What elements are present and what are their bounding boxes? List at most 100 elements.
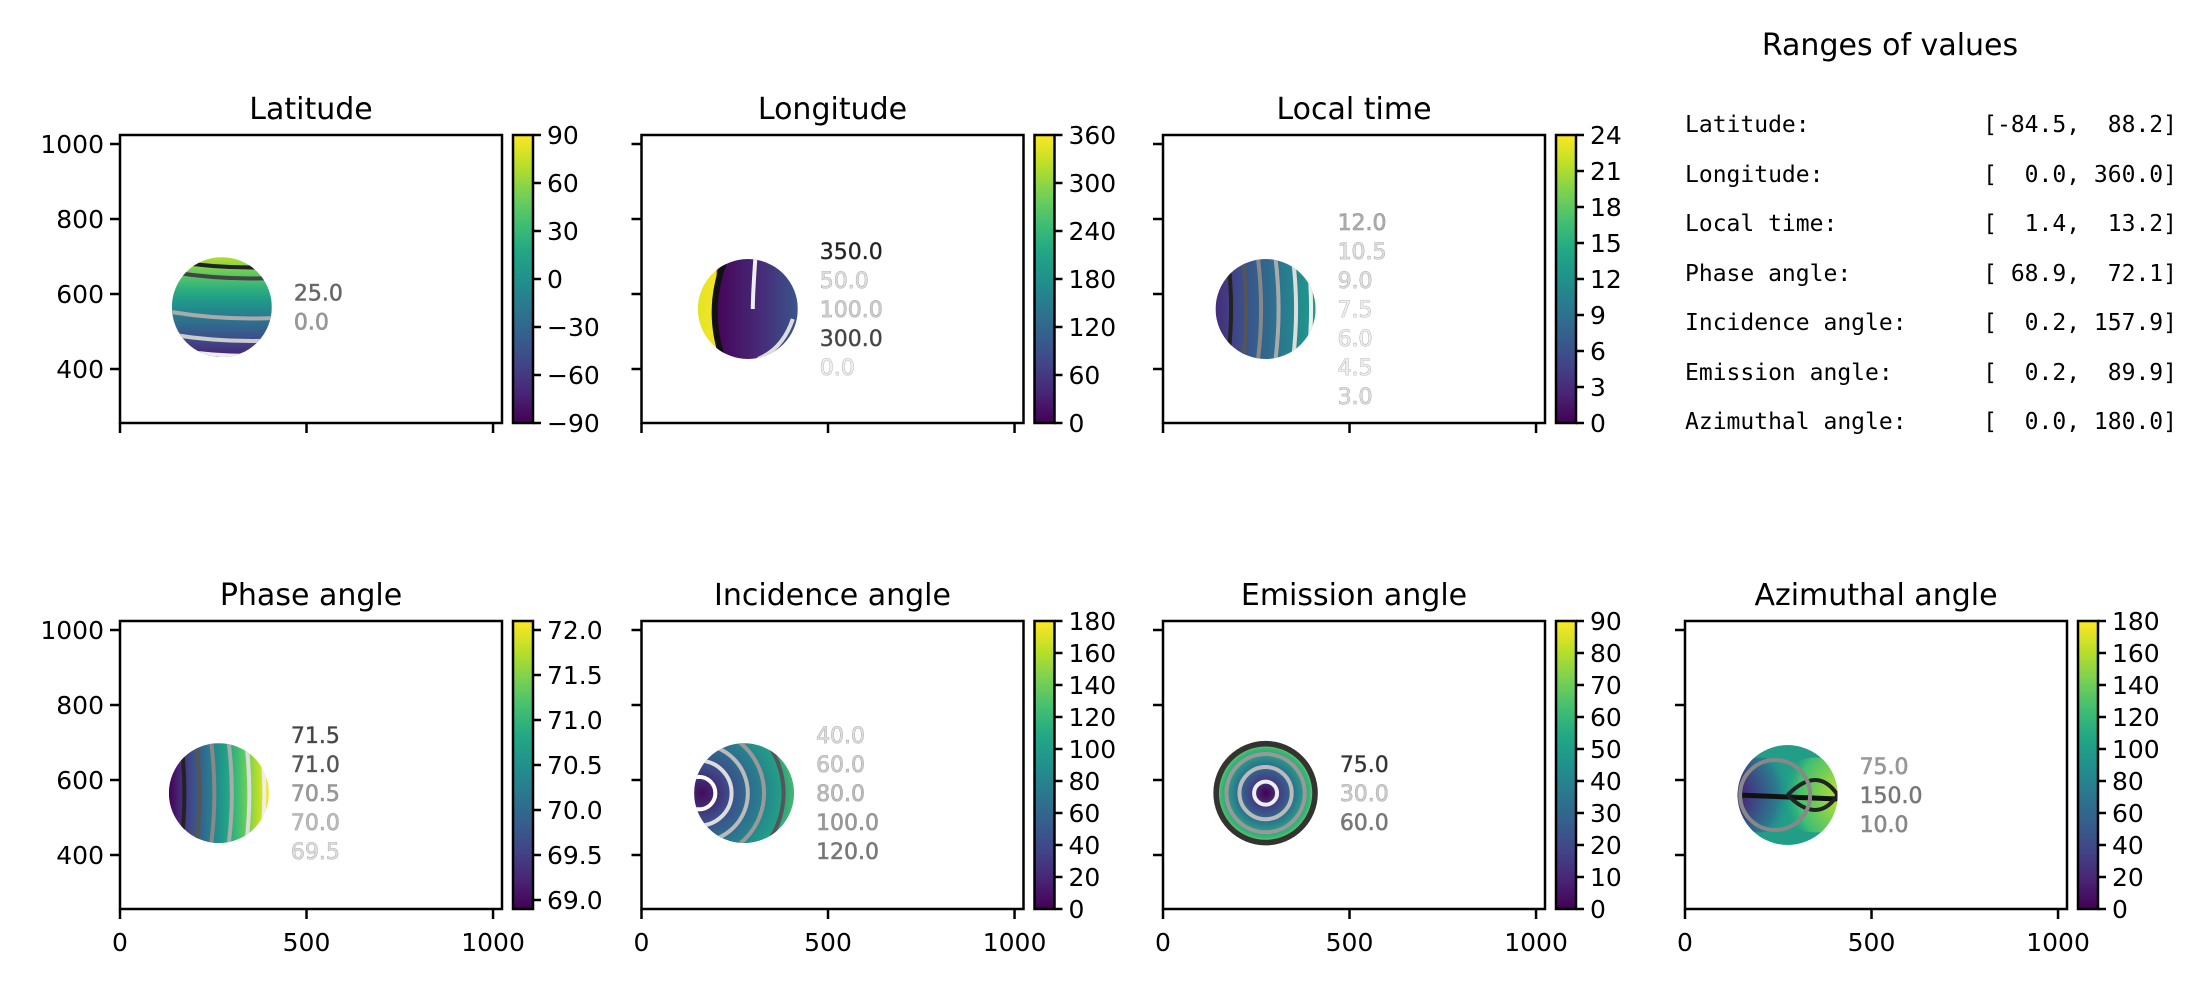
axes-frame	[118, 133, 504, 425]
y-tick-label: 400	[56, 841, 104, 870]
range-label: Longitude:	[1685, 161, 1824, 188]
contour-label: 12.0	[1338, 211, 1387, 236]
colorbar-tick-label: 20	[1590, 831, 1622, 860]
contour-label: 150.0	[1860, 784, 1923, 809]
colorbar-tick-label: 160	[1069, 639, 1117, 668]
panel-latitude: Latitude 25.0 0.0 400 600 800 1000 −90 −60 −30 0 30…	[40, 92, 599, 438]
colorbar-tick-label: 71.5	[547, 661, 603, 690]
colorbar	[1033, 133, 1056, 425]
range-value: [ 1.4, 13.2]	[1983, 211, 2177, 237]
y-tick-label: 600	[56, 766, 104, 795]
y-tick-label: 800	[56, 691, 104, 720]
range-row-emission-angle: Emission angle: [ 0.2, 89.9]	[1685, 360, 2185, 410]
contour-label: 10.0	[1860, 813, 1909, 838]
contour-label: 60.0	[816, 753, 865, 778]
colorbar-tick-label: 70.5	[547, 751, 603, 780]
range-value: [-84.5, 88.2]	[1983, 112, 2177, 138]
colorbar-tick-label: 9	[1590, 301, 1606, 330]
x-tick-label: 500	[1326, 928, 1374, 957]
colorbar-tick-label: 30	[1590, 799, 1622, 828]
range-value: [ 0.2, 157.9]	[1983, 310, 2177, 336]
colorbar	[511, 133, 535, 425]
colorbar-tick-label: 80	[1590, 639, 1622, 668]
range-value: [ 0.0, 180.0]	[1983, 409, 2177, 435]
range-row-azimuthal-angle: Azimuthal angle: [ 0.0, 180.0]	[1685, 409, 2185, 459]
colorbar-tick-label: 0	[1069, 895, 1085, 924]
range-label: Phase angle:	[1685, 260, 1852, 287]
contour-label: 25.0	[294, 282, 343, 307]
colorbar	[1554, 619, 1578, 911]
colorbar-tick-label: 60	[1069, 361, 1101, 390]
panel-title: Phase angle	[220, 578, 402, 613]
x-tick-label: 1000	[2026, 928, 2090, 957]
range-row-incidence-angle: Incidence angle: [ 0.2, 157.9]	[1685, 310, 2185, 360]
panel-local-time: Local time 12.0 10.5 9.0 7.5 6.0 4.5 3.0 0 3 6 9 12 1…	[1153, 92, 1622, 438]
contour-label: 120.0	[816, 840, 879, 865]
colorbar-tick-label: 180	[2112, 607, 2160, 636]
contour-label: 50.0	[820, 269, 869, 294]
colorbar-tick-label: 180	[1069, 607, 1117, 636]
panel-title: Incidence angle	[714, 578, 951, 613]
colorbar	[1033, 619, 1056, 911]
range-value: [ 0.0, 360.0]	[1983, 161, 2177, 188]
colorbar-tick-label: 0	[1590, 409, 1606, 438]
colorbar-tick-label: 69.5	[547, 841, 603, 870]
axes-frame	[1161, 619, 1547, 911]
axes-frame	[118, 619, 504, 911]
colorbar-tick-label: 140	[1069, 671, 1117, 700]
contour-label: 10.5	[1338, 240, 1387, 265]
colorbar-tick-label: 18	[1590, 193, 1622, 222]
ranges-list: Latitude: [-84.5, 88.2] Longitude: [ 0.0…	[1685, 112, 2185, 459]
contour-label: 100.0	[816, 811, 879, 836]
range-row-local-time: Local time: [ 1.4, 13.2]	[1685, 211, 2185, 261]
x-tick-label: 1000	[983, 928, 1047, 957]
ranges-panel-title: Ranges of values	[1761, 28, 2019, 63]
contour-label: 40.0	[816, 724, 865, 749]
x-tick-label: 0	[112, 928, 128, 957]
y-tick-label: 400	[56, 355, 104, 384]
contour-label: 75.0	[1340, 753, 1389, 778]
x-tick-label: 0	[634, 928, 650, 957]
x-tick-label: 500	[283, 928, 331, 957]
contour-label: 71.5	[291, 724, 340, 749]
colorbar-tick-label: 300	[1069, 169, 1117, 198]
range-label: Incidence angle:	[1685, 310, 1907, 336]
colorbar-tick-label: 10	[1590, 863, 1622, 892]
colorbar-tick-label: 60	[1069, 799, 1101, 828]
y-tick-label: 600	[56, 280, 104, 309]
colorbar	[1554, 133, 1578, 425]
contour-label: 69.5	[291, 840, 340, 865]
contour-label: 71.0	[291, 753, 340, 778]
colorbar-tick-label: 0	[2112, 895, 2128, 924]
panel-azimuthal-angle: Azimuthal angle 75.0 150.0 10.0 0 500 1000 0 20 4…	[1675, 578, 2160, 957]
range-row-longitude: Longitude: [ 0.0, 360.0]	[1685, 162, 2185, 212]
colorbar-tick-label: 100	[1069, 735, 1117, 764]
colorbar-tick-label: 120	[1069, 313, 1117, 342]
x-tick-label: 1000	[461, 928, 525, 957]
colorbar-tick-label: 12	[1590, 265, 1622, 294]
colorbar-tick-label: 40	[2112, 831, 2144, 860]
panel-title: Longitude	[758, 92, 907, 127]
colorbar-tick-label: 50	[1590, 735, 1622, 764]
x-tick-label: 0	[1155, 928, 1171, 957]
y-tick-label: 1000	[40, 130, 104, 159]
colorbar-tick-label: 20	[1069, 863, 1101, 892]
colorbar-tick-label: 21	[1590, 157, 1622, 186]
colorbar-tick-label: 160	[2112, 639, 2160, 668]
panel-emission-angle: Emission angle 75.0 30.0 60.0 0 500 1000 0 10 20 3…	[1153, 578, 1622, 957]
colorbar-tick-label: 120	[1069, 703, 1117, 732]
colorbar-tick-label: 40	[1069, 831, 1101, 860]
colorbar-tick-label: 15	[1590, 229, 1622, 258]
panel-title: Latitude	[249, 92, 372, 127]
colorbar-tick-label: 60	[547, 169, 579, 198]
contour-label: 75.0	[1860, 755, 1909, 780]
colorbar-tick-label: 360	[1069, 121, 1117, 150]
colorbar-tick-label: 71.0	[547, 706, 603, 735]
colorbar	[511, 619, 535, 911]
colorbar-tick-label: 80	[1069, 767, 1101, 796]
contour-label: 7.5	[1338, 298, 1373, 323]
colorbar-tick-label: 0	[547, 265, 563, 294]
axes-frame	[1683, 619, 2069, 911]
range-value: [ 68.9, 72.1]	[1983, 260, 2177, 287]
